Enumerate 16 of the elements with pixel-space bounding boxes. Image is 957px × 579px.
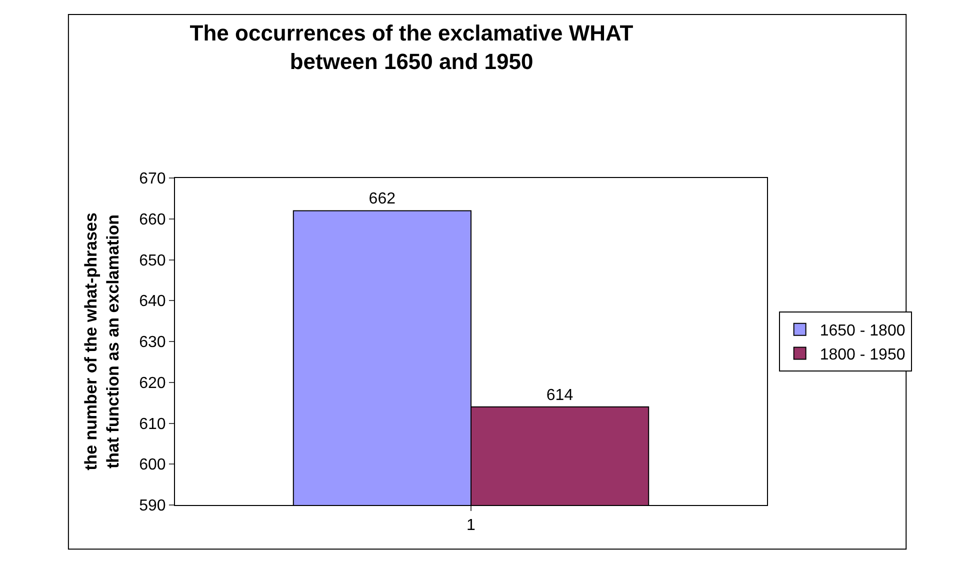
y-tick-label: 640 <box>139 293 166 310</box>
y-tick-label: 670 <box>139 170 166 188</box>
y-tick-label: 590 <box>139 498 166 515</box>
data-label: 614 <box>546 386 574 404</box>
data-label: 662 <box>368 190 396 208</box>
y-tick-label: 620 <box>139 374 166 392</box>
legend-label: 1800 - 1950 <box>820 346 906 364</box>
y-tick-label: 650 <box>139 252 166 270</box>
legend-label: 1650 - 1800 <box>820 322 906 340</box>
y-tick-label: 600 <box>139 456 166 474</box>
y-tick-label: 630 <box>139 334 166 352</box>
chart-title: The occurrences of the exclamative WHAT between 1650 and 1950 <box>190 20 634 74</box>
y-axis-title: the number of the what-phrases that function as an exclamation <box>82 212 123 470</box>
y-tick-label: 660 <box>139 211 166 228</box>
y-tick-label: 610 <box>139 416 166 433</box>
x-tick-label: 1 <box>466 517 476 534</box>
